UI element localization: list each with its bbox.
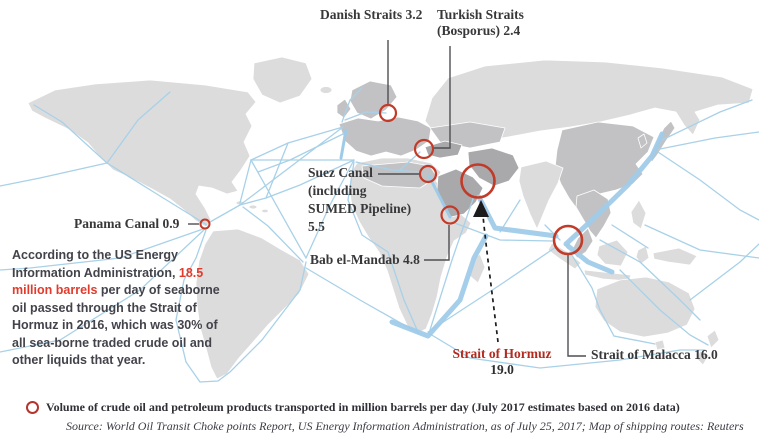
india [518,160,564,230]
malacca-text: Strait of Malacca 16.0 [591,347,718,362]
russia-north-asia [424,59,754,143]
lane-red-sea [427,174,452,219]
eia-annotation: According to the US Energy Information A… [12,247,230,370]
iceland [319,86,333,94]
turkish-straits-text-line1: Turkish Straits [437,7,524,22]
new-zealand [706,329,720,349]
suez-canal-label: Suez Canal (including SUMED Pipeline) 5.… [308,164,411,236]
europe-mainland [338,116,432,157]
suez-text-line1: Suez Canal [308,165,373,180]
korea [637,133,648,149]
british-isles [336,98,352,119]
suez-text-line3: SUMED Pipeline) [308,201,412,216]
bab-el-mandab-label: Bab el-Mandab 4.8 [310,252,420,268]
leader-lines [188,40,586,357]
hormuz-value: 19.0 [490,362,514,377]
lane-west-europe [339,128,348,160]
annotation-part2: per day of seaborne oil passed through t… [12,283,220,367]
china [554,121,655,210]
malacca-leader [567,255,586,357]
sulawesi [635,245,650,265]
bab-el-mandab-marker [440,205,460,225]
tasmania [654,339,666,351]
turkish-leader [434,46,451,149]
legend-text: Volume of crude oil and petroleum produc… [46,400,680,414]
south-america [195,228,310,380]
caribbean-islands [261,208,269,214]
danish-straits-label: Danish Straits 3.2 [320,7,422,23]
greenland [252,56,313,104]
suez-canal-marker [418,164,438,184]
chokepoint-markers [199,103,584,256]
annotation-part1: According to the US Energy Information A… [12,248,179,280]
suez-text-value: 5.5 [308,219,325,234]
danish-straits-text: Danish Straits 3.2 [320,7,423,22]
strait-of-hormuz-label: Strait of Hormuz 19.0 [438,346,566,378]
australia [594,276,696,338]
borneo [596,239,629,267]
caribbean-islands [248,204,258,210]
turkish-straits-label: Turkish Straits (Bosporus) 2.4 [437,7,524,39]
indochina [575,189,612,239]
continents [27,56,754,380]
strait-of-malacca-marker [552,224,584,256]
legend-circle-icon [26,401,39,414]
turkish-straits-marker [413,138,435,160]
lane-malacca-japan [563,131,665,247]
new-guinea [652,247,698,266]
strait-of-hormuz-marker [460,163,496,199]
annotation-highlight: 18.5 million barrels [12,265,204,298]
new-zealand [696,350,710,366]
strait-of-malacca-label: Strait of Malacca 16.0 [591,347,718,363]
north-america [27,79,257,228]
bab-text: Bab el-Mandab 4.8 [310,252,420,267]
turkey [424,140,463,159]
lane-cape-indian-ocean [389,233,489,339]
scandinavia [349,80,398,120]
iran [467,147,520,187]
suez-text-line2: (including [308,183,367,198]
panama-canal-label: Panama Canal 0.9 [74,216,179,232]
source-credit: Source: World Oil Transit Choke points R… [66,419,744,433]
shipping-routes [0,87,759,383]
philippines [630,199,647,230]
turkish-straits-text-line2: (Bosporus) 2.4 [437,23,521,38]
hormuz-name: Strait of Hormuz [452,346,552,361]
hormuz-arrow [473,200,499,343]
panama-canal-marker [199,218,211,230]
danish-straits-marker [378,103,398,123]
arrowhead [473,200,489,217]
panama-text: Panama Canal 0.9 [74,216,180,231]
legend: Volume of crude oil and petroleum produc… [26,400,680,415]
bab-leader [424,225,450,261]
